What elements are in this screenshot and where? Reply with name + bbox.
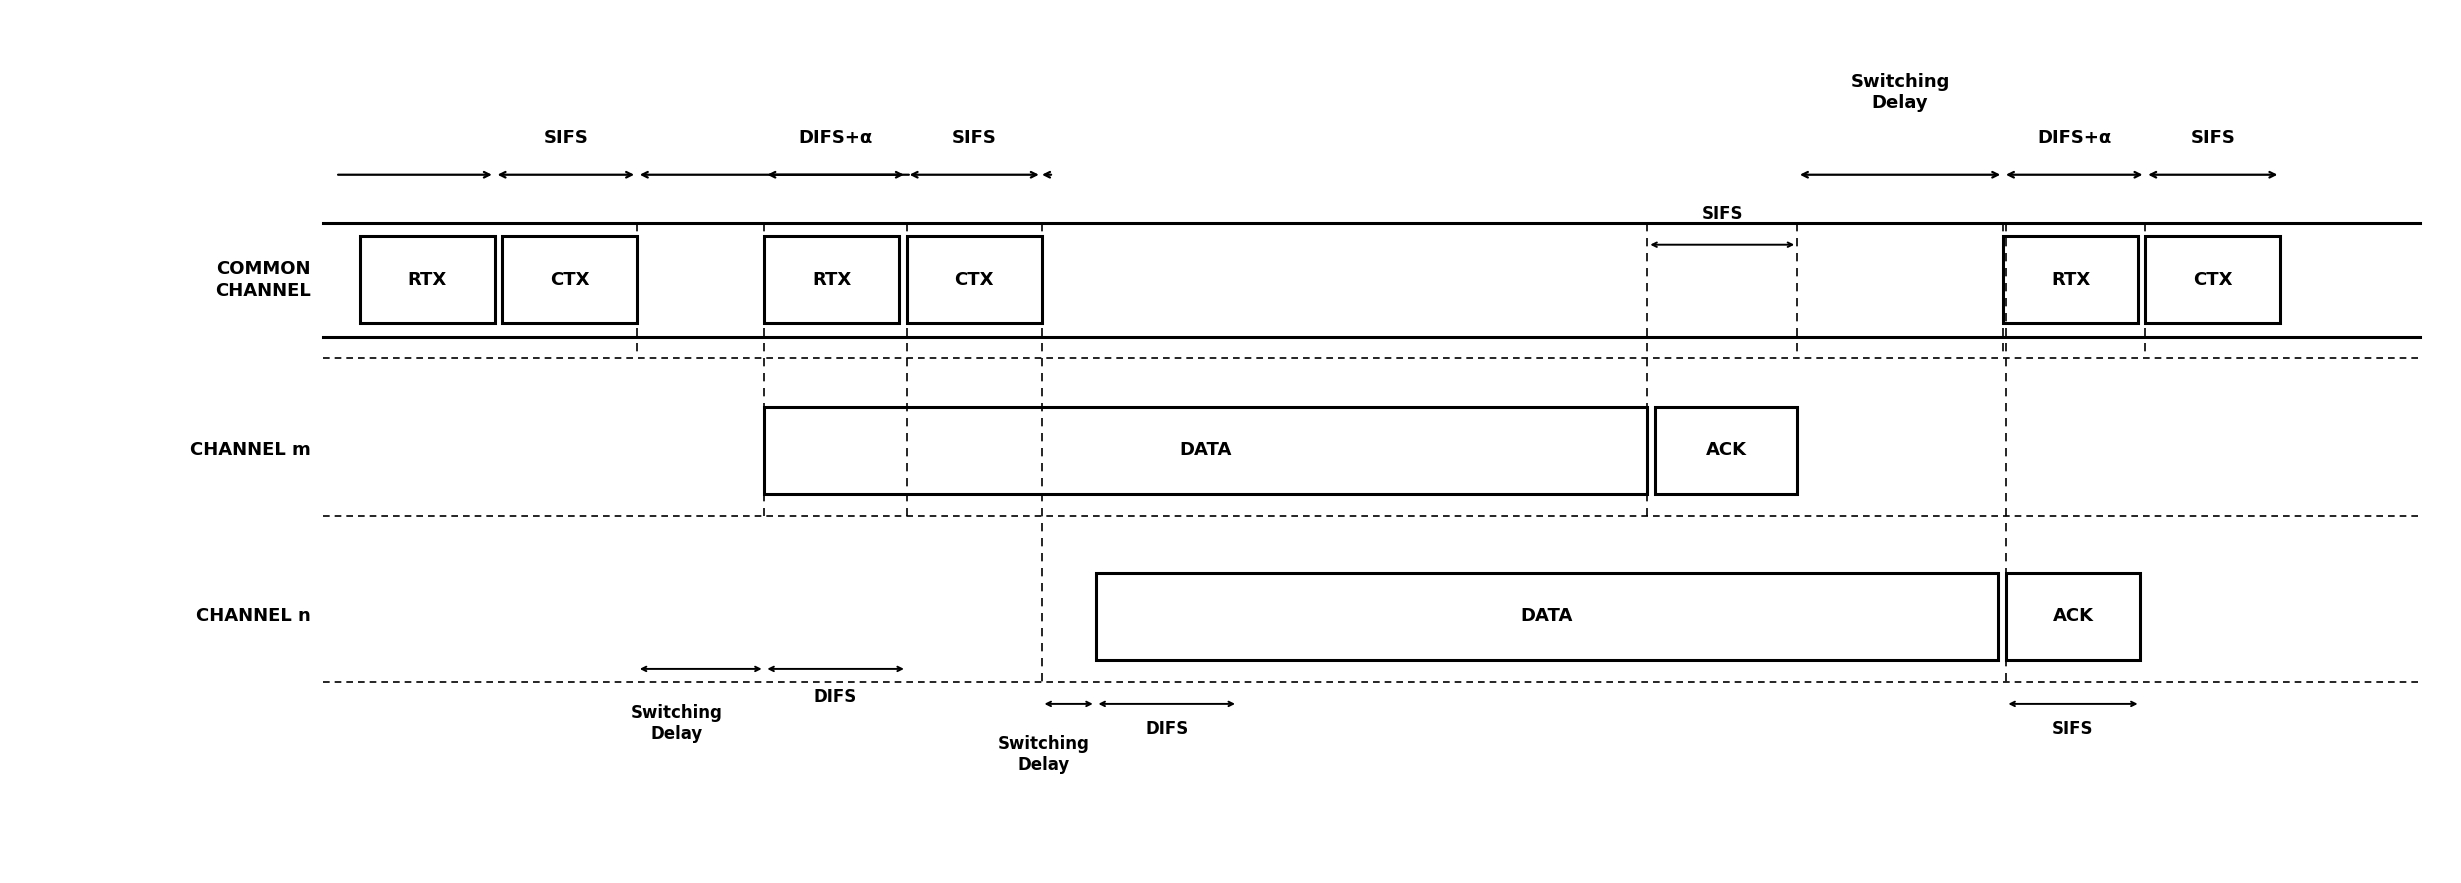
Bar — [359, 236, 495, 323]
Text: Switching
Delay: Switching Delay — [999, 736, 1090, 774]
Text: DATA: DATA — [1179, 442, 1233, 459]
Text: Switching
Delay: Switching Delay — [1851, 73, 1949, 112]
Bar — [2003, 236, 2139, 323]
Bar — [502, 236, 637, 323]
Bar — [2146, 236, 2281, 323]
Text: SIFS: SIFS — [2190, 129, 2235, 147]
Text: CHANNEL n: CHANNEL n — [197, 608, 310, 625]
Text: SIFS: SIFS — [1701, 205, 1742, 223]
Bar — [765, 406, 1646, 494]
Text: SIFS: SIFS — [544, 129, 588, 147]
Text: DIFS+α: DIFS+α — [797, 129, 874, 147]
Bar — [1095, 573, 1998, 660]
Text: ACK: ACK — [1705, 442, 1747, 459]
Text: Switching
Delay: Switching Delay — [630, 704, 721, 743]
Text: ACK: ACK — [2052, 608, 2094, 625]
Bar — [1654, 406, 1797, 494]
Text: SIFS: SIFS — [952, 129, 997, 147]
Text: DATA: DATA — [1521, 608, 1573, 625]
Bar — [906, 236, 1041, 323]
Text: DIFS+α: DIFS+α — [2038, 129, 2112, 147]
Text: RTX: RTX — [409, 271, 448, 289]
Text: RTX: RTX — [812, 271, 852, 289]
Text: DIFS: DIFS — [1144, 720, 1189, 737]
Text: CHANNEL m: CHANNEL m — [189, 442, 310, 459]
Text: CTX: CTX — [955, 271, 994, 289]
Text: CTX: CTX — [2193, 271, 2232, 289]
Text: DIFS: DIFS — [815, 688, 856, 706]
Text: COMMON
CHANNEL: COMMON CHANNEL — [214, 260, 310, 300]
Text: SIFS: SIFS — [2052, 720, 2094, 737]
Text: RTX: RTX — [2050, 271, 2089, 289]
Bar — [2006, 573, 2141, 660]
Bar — [765, 236, 898, 323]
Text: CTX: CTX — [549, 271, 588, 289]
